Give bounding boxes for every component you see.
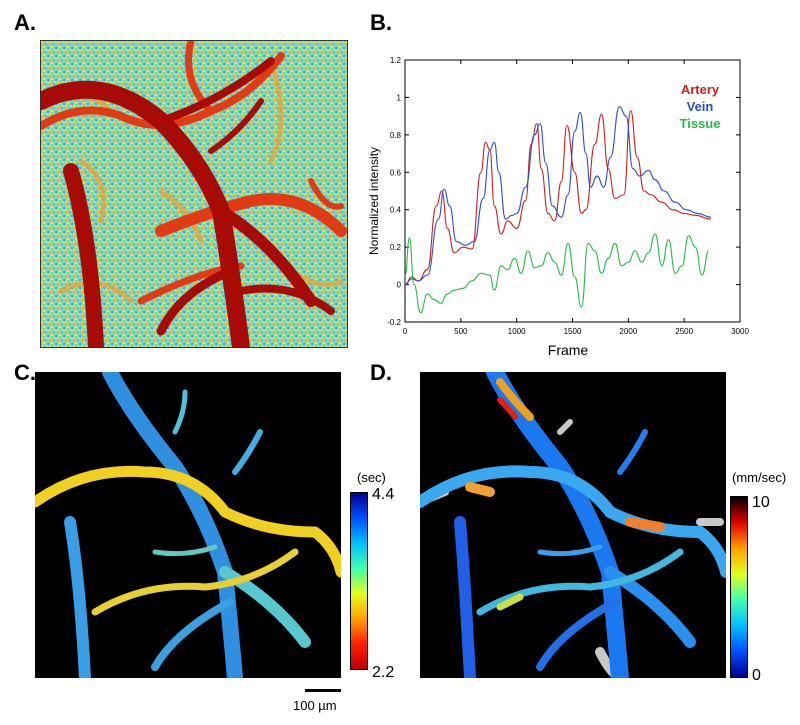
y-axis-label: Normalized intensity: [367, 147, 381, 255]
x-tick-label: 1500: [564, 327, 582, 336]
y-tick-label: -0.2: [387, 318, 401, 327]
legend-entry-artery: Artery: [681, 82, 720, 97]
x-tick-label: 2500: [675, 327, 693, 336]
panel-d-label: D.: [370, 360, 392, 385]
y-tick-label: 0: [397, 281, 402, 290]
series-line-vein: [404, 106, 711, 286]
series-line-artery: [404, 109, 711, 286]
velocity-map-image-d: [420, 372, 726, 678]
chart-ticks: 0 500 1000 1500 2000 2500 3000-0.200.20.40.60.…: [387, 56, 749, 336]
scale-bar-label: 100 µm: [293, 698, 337, 713]
x-tick-label: 3000: [731, 327, 749, 336]
colorbar-d-max: 10: [752, 494, 770, 511]
legend-entry-vein: Vein: [687, 99, 714, 114]
scale-bar: [305, 689, 341, 692]
y-tick-label: 0.6: [390, 168, 402, 177]
chart-series-group: [404, 106, 711, 314]
colorbar-c: [350, 492, 368, 670]
y-tick-label: 1.2: [390, 56, 402, 65]
transit-time-map-image-c: [35, 372, 341, 678]
colorbar-d: [730, 496, 748, 678]
x-tick-label: 500: [454, 327, 468, 336]
y-tick-label: 0.4: [390, 206, 402, 215]
x-axis-label: Frame: [548, 342, 589, 358]
intensity-line-chart: 0 500 1000 1500 2000 2500 3000-0.200.20.40.60.…: [367, 56, 749, 358]
vessel-map-image-a: [40, 40, 348, 348]
colorbar-c-unit: (sec): [357, 470, 386, 485]
colorbar-d-unit: (mm/sec): [732, 470, 787, 485]
x-tick-label: 1000: [508, 327, 526, 336]
y-tick-label: 1: [397, 93, 402, 102]
panel-a-label: A.: [14, 10, 36, 35]
x-tick-label: 0: [403, 327, 408, 336]
y-tick-label: 0.8: [390, 131, 402, 140]
velocity-map-d-svg: [420, 372, 726, 678]
series-line-tissue: [404, 233, 710, 314]
colorbar-d-min: 0: [752, 667, 761, 684]
panel-c-label: C.: [14, 360, 36, 385]
panel-b-label: B.: [370, 10, 392, 35]
x-tick-label: 2000: [619, 327, 637, 336]
colorbar-c-max: 4.4: [372, 486, 395, 503]
y-tick-label: 0.2: [390, 243, 402, 252]
chart-legend: Artery Vein Tissue: [680, 82, 721, 131]
vessel-map-a-svg: [41, 41, 347, 347]
legend-entry-tissue: Tissue: [680, 116, 721, 131]
colorbar-c-min: 2.2: [372, 664, 395, 681]
transit-time-map-c-svg: [35, 372, 341, 678]
